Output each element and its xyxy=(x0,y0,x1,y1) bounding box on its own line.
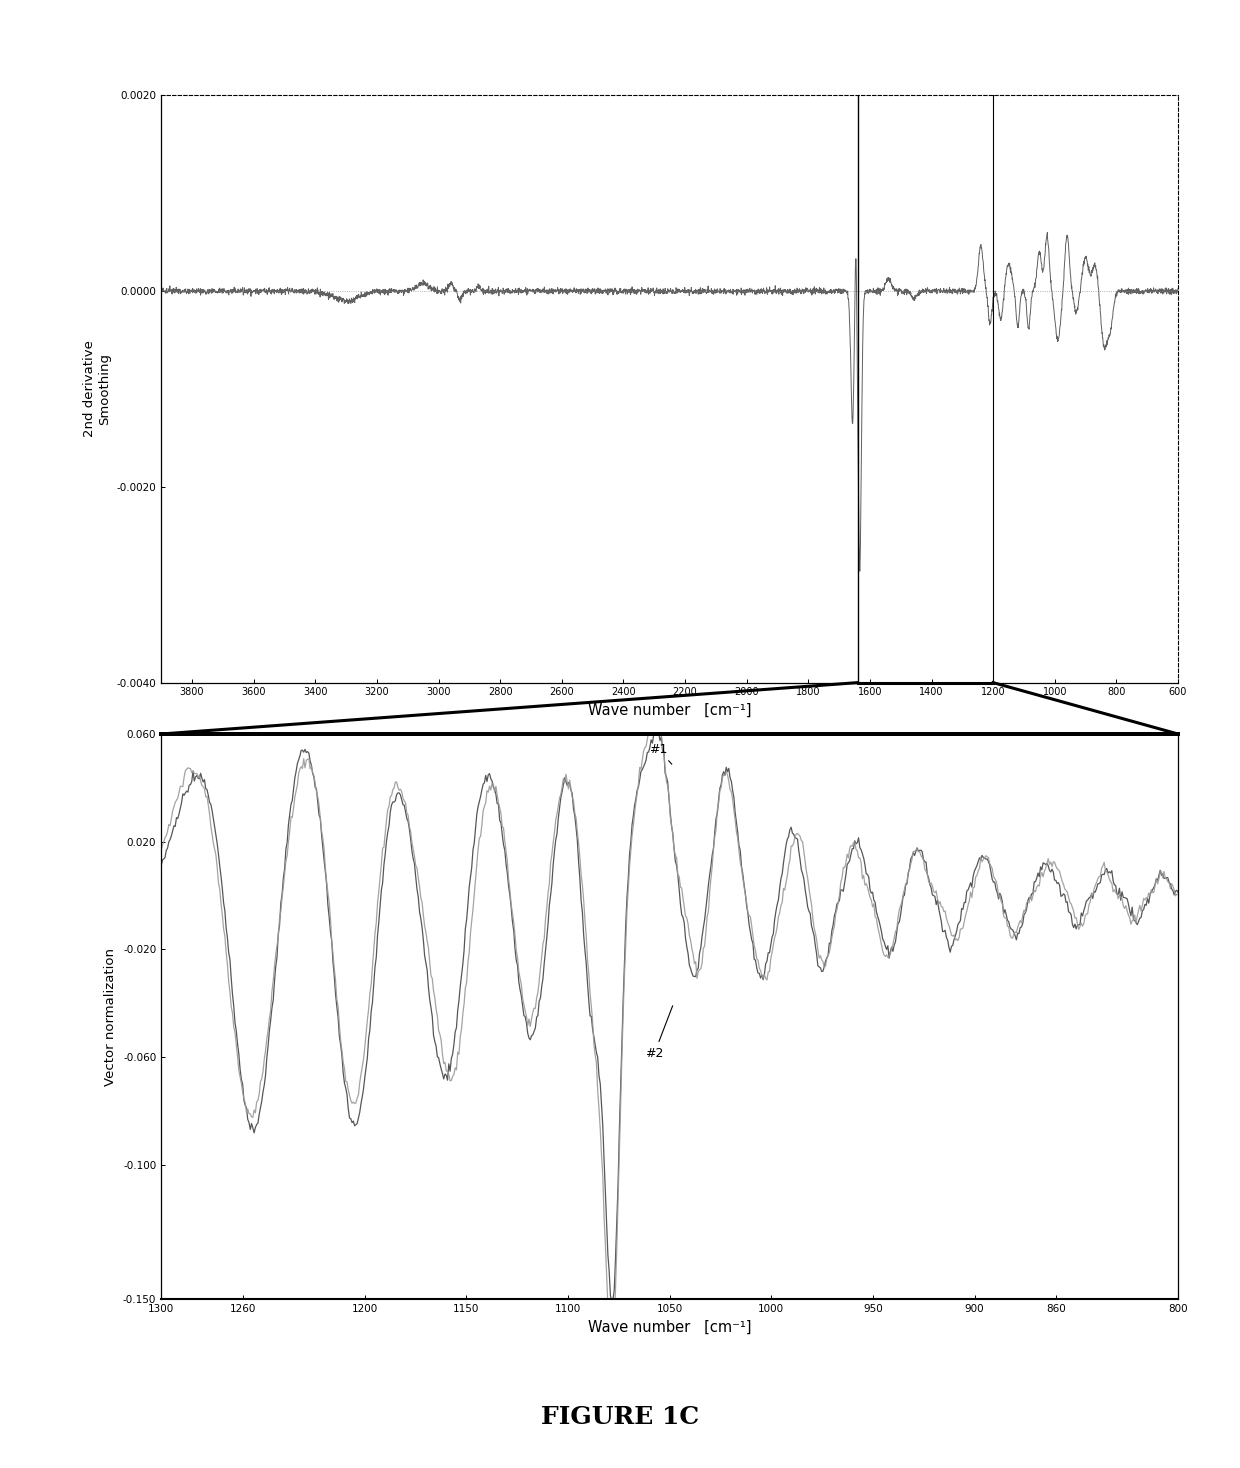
X-axis label: Wave number   [cm⁻¹]: Wave number [cm⁻¹] xyxy=(588,703,751,718)
Text: #2: #2 xyxy=(645,1006,672,1060)
Y-axis label: 2nd derivative
Smoothing: 2nd derivative Smoothing xyxy=(83,341,112,437)
X-axis label: Wave number   [cm⁻¹]: Wave number [cm⁻¹] xyxy=(588,1320,751,1334)
Text: #1: #1 xyxy=(650,743,672,765)
Text: FIGURE 1C: FIGURE 1C xyxy=(541,1405,699,1428)
Y-axis label: Vector normalization: Vector normalization xyxy=(104,947,118,1086)
